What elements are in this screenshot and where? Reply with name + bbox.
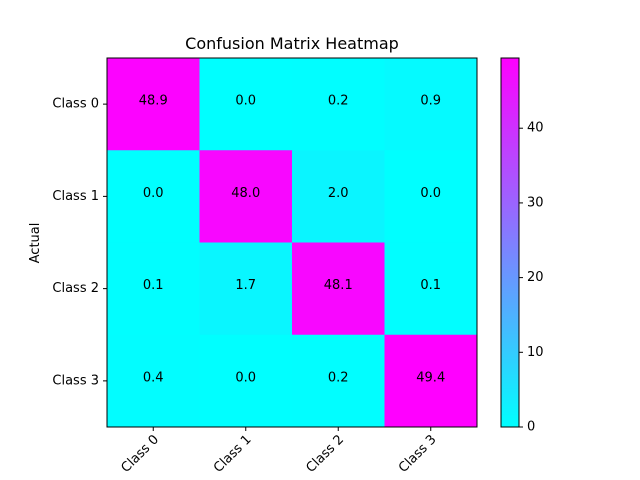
- cell-value-label: 0.0: [420, 186, 441, 201]
- cell-value-label: 48.9: [139, 94, 168, 109]
- heatmap-cell: [292, 242, 385, 336]
- cell-value-label: 2.0: [328, 186, 349, 201]
- heatmap-cell: [199, 58, 293, 151]
- heatmap-cell: [384, 242, 478, 336]
- cell-value-label: 0.4: [143, 370, 164, 385]
- y-tick-label: Class 2: [52, 281, 99, 296]
- heatmap-cells: [107, 58, 478, 428]
- colorbar-tick-label: 30: [527, 195, 544, 210]
- cell-value-label: 0.1: [143, 278, 164, 293]
- heatmap-cell: [199, 334, 293, 428]
- heatmap-cell: [292, 58, 385, 151]
- cell-value-label: 49.4: [416, 370, 445, 385]
- x-axis-ticks: Class 0 Class 1 Class 2 Class 3: [119, 427, 440, 476]
- cell-value-label: 0.1: [420, 278, 441, 293]
- y-tick-label: Class 1: [52, 189, 99, 204]
- colorbar-tick-label: 0: [527, 420, 535, 435]
- y-axis-ticks: Class 0 Class 1 Class 2 Class 3: [52, 97, 107, 388]
- y-axis-label: Actual: [28, 223, 43, 264]
- cell-value-label: 1.7: [235, 278, 256, 293]
- heatmap-cell: [384, 58, 478, 151]
- colorbar-tick-label: 10: [527, 345, 544, 360]
- chart-title: Confusion Matrix Heatmap: [185, 34, 399, 53]
- x-tick-label: Class 1: [211, 432, 255, 476]
- x-tick-label: Class 2: [304, 432, 348, 476]
- y-tick-label: Class 0: [52, 97, 99, 112]
- heatmap-cell: [384, 150, 478, 243]
- cell-value-label: 0.0: [235, 94, 256, 109]
- cell-value-label: 0.2: [328, 370, 349, 385]
- heatmap-value-labels: 48.9 0.0 0.2 0.9 0.0 48.0 2.0 0.0 0.1 1.7 48.1 0.1 0…: [139, 94, 445, 386]
- colorbar: [500, 57, 520, 428]
- cell-value-label: 0.2: [328, 94, 349, 109]
- heatmap-cell: [107, 58, 200, 151]
- cell-value-label: 0.0: [235, 370, 256, 385]
- cell-value-label: 48.0: [231, 186, 260, 201]
- plot-frame: [106, 57, 478, 428]
- heatmap-cell: [199, 242, 293, 336]
- colorbar-tick-label: 20: [527, 270, 544, 285]
- heatmap-cell: [107, 334, 200, 428]
- x-tick-label: Class 3: [396, 432, 440, 476]
- heatmap-cell: [292, 334, 385, 428]
- cell-value-label: 48.1: [324, 278, 353, 293]
- heatmap-cell: [292, 150, 385, 243]
- y-tick-label: Class 3: [52, 373, 99, 388]
- x-tick-label: Class 0: [119, 432, 163, 476]
- heatmap-cell: [107, 242, 200, 336]
- heatmap-cell: [384, 334, 478, 428]
- heatmap-cell: [199, 150, 293, 243]
- cell-value-label: 0.0: [143, 186, 164, 201]
- colorbar-tick-label: 40: [527, 121, 544, 136]
- heatmap-cell: [107, 150, 200, 243]
- cell-value-label: 0.9: [420, 94, 441, 109]
- colorbar-ticks: 0 10 20 30 40: [519, 121, 544, 435]
